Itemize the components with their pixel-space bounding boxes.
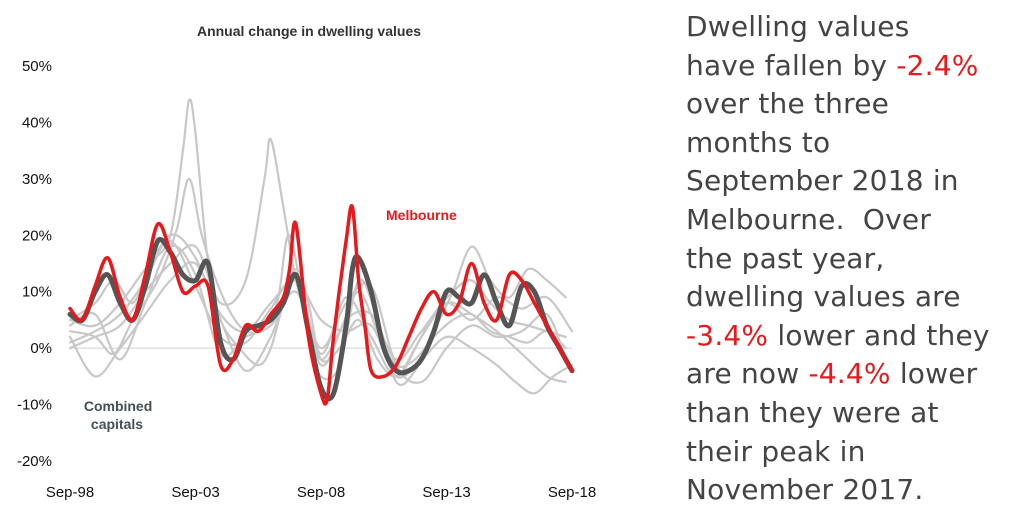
chart-title: Annual change in dwelling values bbox=[197, 23, 421, 39]
commentary-line: are now -4.4% lower bbox=[686, 355, 1022, 394]
commentary-line: the past year, bbox=[686, 240, 1022, 279]
commentary-segment: Dwelling values bbox=[686, 10, 910, 43]
x-tick-label: Sep-18 bbox=[548, 484, 596, 501]
commentary-line: over the three bbox=[686, 85, 1022, 124]
commentary-segment: lower bbox=[890, 357, 978, 391]
combined-capitals-label-line1: Combined bbox=[84, 398, 152, 414]
commentary-line: dwelling values are bbox=[686, 278, 1022, 317]
capital-city-line-7 bbox=[68, 233, 567, 384]
y-tick-label: 10% bbox=[22, 284, 52, 301]
commentary-line: Melbourne. Over bbox=[686, 201, 1022, 240]
commentary-line: November 2017. bbox=[686, 471, 1022, 510]
commentary-segment: September 2018 in bbox=[686, 164, 959, 198]
commentary-line: have fallen by -2.4% bbox=[686, 47, 1022, 86]
commentary-segment: over the three bbox=[686, 87, 890, 121]
commentary-segment: the past year, bbox=[686, 241, 885, 275]
combined-capitals-label-line2: capitals bbox=[91, 416, 143, 432]
commentary-line: September 2018 in bbox=[686, 162, 1022, 201]
y-tick-label: 20% bbox=[22, 227, 52, 244]
commentary-segment: November 2017. bbox=[686, 473, 924, 507]
commentary-line: their peak in bbox=[686, 433, 1022, 472]
commentary-line: Dwelling values bbox=[686, 8, 1022, 47]
melbourne-line bbox=[68, 204, 574, 406]
commentary-segment: lower and they bbox=[768, 318, 990, 352]
commentary-segment: have fallen by bbox=[686, 48, 897, 82]
x-tick-label: Sep-03 bbox=[171, 484, 219, 501]
capital-city-line-4 bbox=[68, 137, 567, 368]
commentary-segment: months to bbox=[686, 125, 831, 159]
dwelling-values-chart: Annual change in dwelling values 50% 40% 3… bbox=[17, 23, 596, 501]
x-axis-ticks: Sep-98 Sep-03 Sep-08 Sep-13 Sep-18 bbox=[46, 484, 596, 501]
commentary-line: -3.4% lower and they bbox=[686, 317, 1022, 356]
series-layer bbox=[67, 98, 575, 406]
combined-capitals-label: Combined capitals bbox=[84, 398, 156, 432]
highlight-figure: -2.4% bbox=[896, 48, 979, 82]
y-tick-label: 0% bbox=[30, 340, 52, 357]
commentary-segment: Melbourne. Over bbox=[686, 202, 932, 236]
y-tick-label: -20% bbox=[17, 453, 52, 470]
commentary-segment: are now bbox=[686, 357, 809, 391]
y-axis-ticks: 50% 40% 30% 20% 10% 0% -10% -20% bbox=[17, 58, 52, 470]
commentary-line: than they were at bbox=[686, 394, 1022, 433]
highlight-figure: -4.4% bbox=[808, 357, 891, 391]
commentary-segment: dwelling values are bbox=[686, 280, 961, 314]
x-tick-label: Sep-98 bbox=[46, 484, 94, 501]
commentary-segment: than they were at bbox=[686, 395, 939, 429]
melbourne-label: Melbourne bbox=[386, 207, 457, 223]
capital-city-line-6 bbox=[68, 244, 567, 384]
y-tick-label: 50% bbox=[22, 58, 52, 75]
commentary-line: months to bbox=[686, 124, 1022, 163]
y-tick-label: 40% bbox=[22, 114, 52, 131]
y-tick-label: 30% bbox=[22, 171, 52, 188]
commentary-text: Dwelling values have fallen by -2.4% over … bbox=[686, 8, 1022, 510]
x-tick-label: Sep-13 bbox=[422, 484, 470, 501]
x-tick-label: Sep-08 bbox=[297, 484, 345, 501]
highlight-figure: -3.4% bbox=[686, 318, 769, 352]
commentary-segment: their peak in bbox=[686, 434, 866, 468]
y-tick-label: -10% bbox=[17, 397, 52, 414]
